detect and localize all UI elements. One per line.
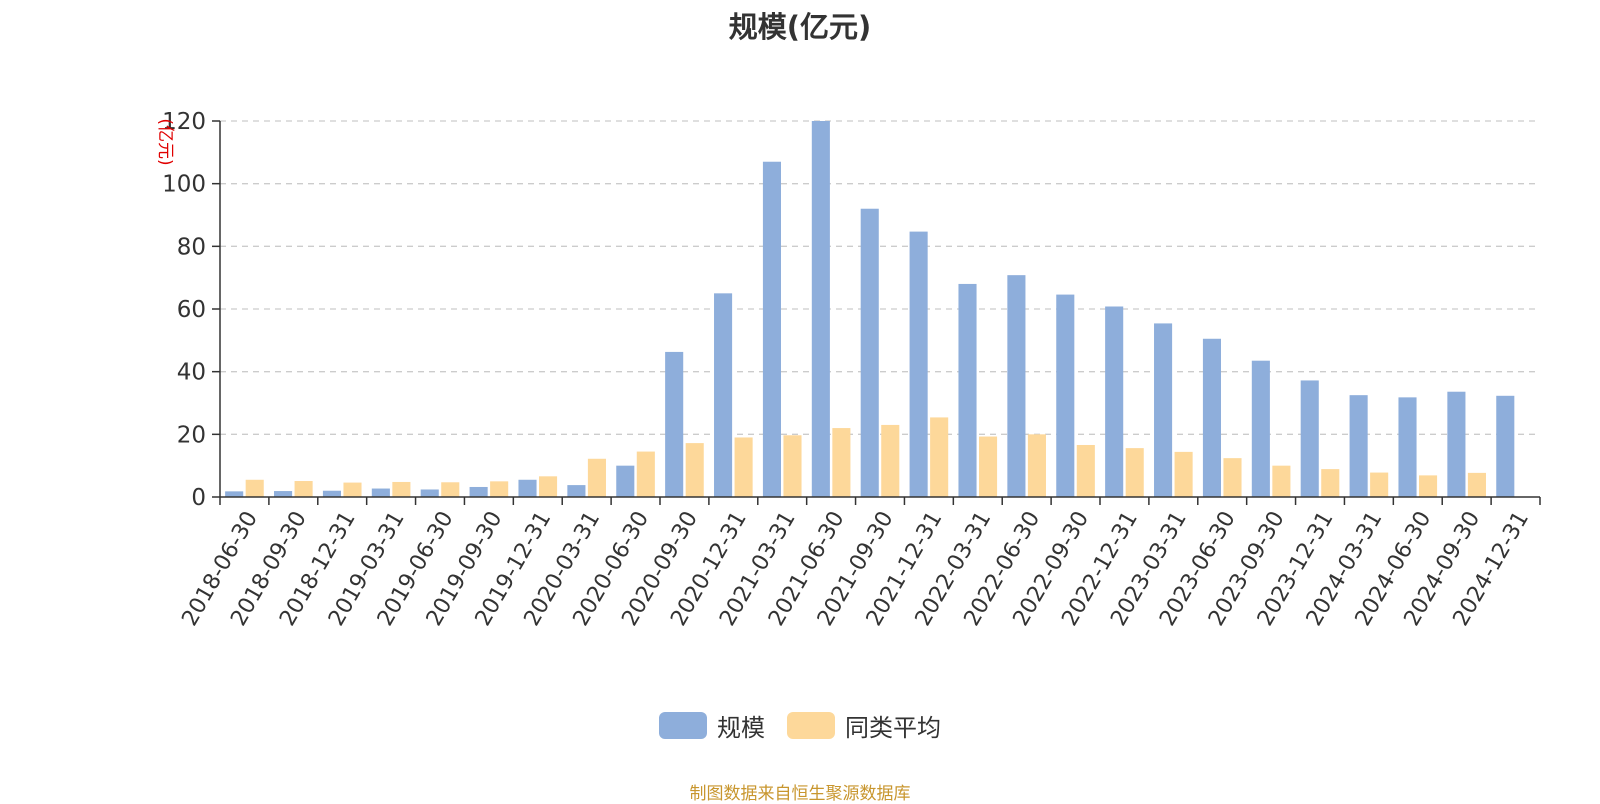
bar-peer-average[interactable] <box>245 479 264 497</box>
y-tick-label: 60 <box>177 297 206 323</box>
axes: 0204060801001202018-06-302018-09-302018-… <box>162 109 1541 630</box>
bar-scale[interactable] <box>909 231 928 497</box>
bar-peer-average[interactable] <box>1467 472 1486 497</box>
bar-scale[interactable] <box>860 208 879 497</box>
y-axis-label: (亿元) <box>155 118 175 165</box>
bar-peer-average[interactable] <box>294 481 313 497</box>
data-source-note: 制图数据来自恒生聚源数据库 <box>689 784 911 804</box>
y-tick-label: 20 <box>177 422 206 448</box>
bar-scale[interactable] <box>420 489 439 497</box>
bar-peer-average[interactable] <box>441 482 460 497</box>
bar-peer-average[interactable] <box>1321 469 1340 497</box>
bar-peer-average[interactable] <box>392 481 411 497</box>
bar-scale[interactable] <box>1056 294 1075 497</box>
bars <box>225 121 1515 497</box>
bar-peer-average[interactable] <box>881 424 900 497</box>
y-tick-label: 120 <box>162 109 206 135</box>
y-tick-label: 100 <box>162 172 206 198</box>
bar-scale[interactable] <box>1154 323 1173 497</box>
grid-lines <box>220 120 1540 435</box>
bar-peer-average[interactable] <box>1223 458 1242 497</box>
bar-scale[interactable] <box>1105 306 1124 497</box>
bar-peer-average[interactable] <box>343 482 362 497</box>
bar-scale[interactable] <box>1496 395 1515 497</box>
legend-label-peer-average: 同类平均 <box>845 714 941 742</box>
bar-peer-average[interactable] <box>636 451 655 497</box>
bar-scale[interactable] <box>322 490 341 497</box>
bar-scale[interactable] <box>225 491 244 497</box>
bar-peer-average[interactable] <box>979 436 998 497</box>
bar-scale[interactable] <box>762 161 781 497</box>
bar-peer-average[interactable] <box>685 443 704 497</box>
bar-scale[interactable] <box>1447 391 1466 497</box>
bar-peer-average[interactable] <box>1076 444 1095 497</box>
bar-scale[interactable] <box>1300 380 1319 497</box>
bar-peer-average[interactable] <box>1174 451 1193 497</box>
bar-peer-average[interactable] <box>587 458 606 497</box>
bar-peer-average[interactable] <box>1370 472 1389 497</box>
bar-peer-average[interactable] <box>783 435 802 497</box>
bar-peer-average[interactable] <box>1125 448 1144 497</box>
bar-peer-average[interactable] <box>1272 465 1291 497</box>
bar-scale[interactable] <box>616 465 635 497</box>
bar-scale[interactable] <box>1349 395 1368 497</box>
bar-peer-average[interactable] <box>832 428 851 497</box>
chart-title: 规模(亿元) <box>728 10 872 44</box>
bar-scale[interactable] <box>371 488 390 497</box>
bar-peer-average[interactable] <box>539 476 558 497</box>
bar-peer-average[interactable] <box>490 481 509 497</box>
bar-scale[interactable] <box>1398 397 1417 497</box>
legend: 规模 同类平均 <box>0 708 1600 743</box>
legend-item-peer-average[interactable]: 同类平均 <box>787 708 941 743</box>
y-tick-label: 40 <box>177 360 206 386</box>
bar-scale[interactable] <box>274 491 293 497</box>
y-tick-label: 80 <box>177 234 206 260</box>
legend-label-scale: 规模 <box>717 714 765 742</box>
bar-scale[interactable] <box>714 293 733 497</box>
bar-scale[interactable] <box>958 283 977 497</box>
bar-peer-average[interactable] <box>930 417 949 497</box>
legend-swatch-peer-average <box>787 712 835 739</box>
legend-swatch-scale <box>659 712 707 739</box>
bar-scale[interactable] <box>811 121 830 497</box>
bar-scale[interactable] <box>1251 360 1270 497</box>
bar-scale[interactable] <box>567 485 586 497</box>
bar-scale[interactable] <box>1007 275 1026 497</box>
bar-peer-average[interactable] <box>734 437 753 497</box>
bar-peer-average[interactable] <box>1419 475 1438 497</box>
y-tick-label: 0 <box>191 485 206 511</box>
bar-peer-average[interactable] <box>1027 434 1046 497</box>
bar-scale[interactable] <box>665 351 684 497</box>
bar-scale[interactable] <box>518 479 537 497</box>
bar-scale[interactable] <box>1202 338 1221 497</box>
bar-scale[interactable] <box>469 486 488 497</box>
legend-item-scale[interactable]: 规模 <box>659 708 765 743</box>
